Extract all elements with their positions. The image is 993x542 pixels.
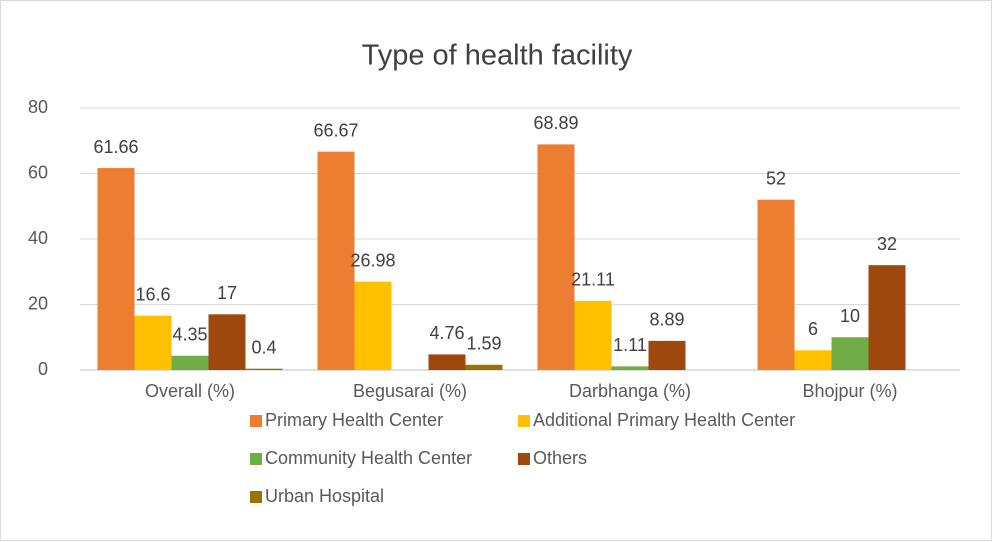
bar (134, 315, 172, 370)
legend-swatch (250, 415, 262, 427)
bar (465, 364, 503, 370)
data-label: 66.67 (313, 120, 358, 140)
data-label: 52 (766, 168, 786, 188)
data-label: 4.35 (172, 325, 207, 345)
bar (354, 281, 392, 370)
data-label: 1.11 (613, 335, 647, 355)
data-label: 32 (877, 234, 897, 254)
bar (208, 314, 246, 370)
legend-label: Urban Hospital (265, 486, 384, 506)
legend-label: Primary Health Center (265, 410, 443, 430)
data-label: 21.11 (571, 270, 615, 290)
legend-label: Community Health Center (265, 448, 472, 468)
bar (831, 337, 869, 370)
y-tick-label: 80 (28, 97, 48, 117)
y-tick-label: 40 (28, 228, 48, 248)
bar (794, 350, 832, 370)
data-label: 10 (840, 306, 860, 326)
y-tick-label: 0 (38, 359, 48, 379)
bar (757, 199, 795, 370)
bar (611, 366, 649, 370)
legend-label: Additional Primary Health Center (533, 410, 795, 430)
bar (537, 144, 575, 370)
chart-title: Type of health facility (362, 40, 633, 72)
x-tick-label: Begusarai (%) (353, 381, 467, 401)
x-tick-label: Darbhanga (%) (569, 381, 691, 401)
bar (171, 355, 209, 370)
y-tick-label: 60 (28, 162, 48, 182)
bar (868, 265, 906, 370)
legend-swatch (518, 453, 530, 465)
legend-swatch (250, 453, 262, 465)
data-label: 16.6 (135, 284, 170, 304)
bar (317, 151, 355, 370)
bar (245, 368, 283, 370)
data-label: 1.59 (466, 334, 501, 354)
bar (428, 354, 466, 370)
bar (574, 300, 612, 370)
data-label: 8.89 (649, 310, 684, 330)
x-tick-label: Bhojpur (%) (802, 381, 897, 401)
legend-swatch (250, 491, 262, 503)
x-tick-label: Overall (%) (145, 381, 235, 401)
data-label: 6 (808, 319, 818, 339)
bar (97, 168, 135, 370)
data-label: 26.98 (350, 250, 395, 270)
bar (648, 340, 686, 370)
data-label: 68.89 (533, 113, 578, 133)
data-label: 17 (217, 283, 237, 303)
data-label: 61.66 (93, 137, 138, 157)
legend-swatch (518, 415, 530, 427)
legend-label: Others (533, 448, 587, 468)
data-label: 0.4 (251, 337, 276, 357)
y-tick-label: 20 (28, 293, 48, 313)
data-label: 4.76 (429, 323, 464, 343)
